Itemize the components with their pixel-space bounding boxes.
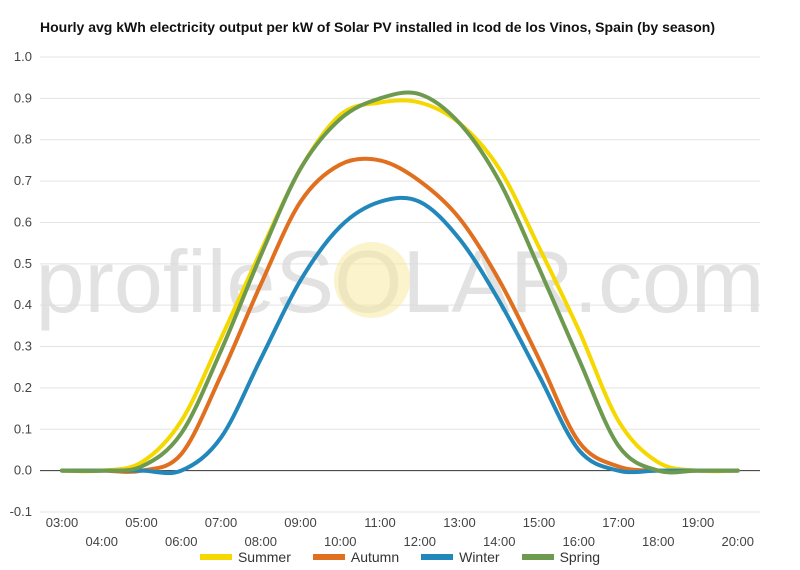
legend-item-autumn[interactable]: Autumn (312, 549, 400, 565)
x-tick-label: 09:00 (284, 515, 317, 530)
y-axis-labels: -0.1 0.0 0.1 0.2 0.3 0.4 0.5 0.6 0.7 0.8 0.9 1.0 (10, 49, 32, 519)
x-tick-label: 07:00 (205, 515, 238, 530)
y-tick-label: 0.4 (14, 297, 32, 312)
legend-label: Autumn (350, 549, 400, 565)
x-tick-label: 13:00 (443, 515, 476, 530)
x-tick-label: 19:00 (682, 515, 715, 530)
y-tick-label: 0.6 (14, 214, 32, 229)
legend-item-winter[interactable]: Winter (421, 549, 500, 565)
x-tick-label: 06:00 (165, 534, 198, 549)
y-tick-label: 0.5 (14, 256, 32, 271)
y-tick-label: 0.8 (14, 132, 32, 147)
chart-title: Hourly avg kWh electricity output per kW… (40, 19, 715, 35)
y-tick-label: 0.3 (14, 339, 32, 354)
legend: Summer Autumn Winter Spring (0, 549, 800, 565)
legend-swatch (312, 554, 345, 560)
legend-item-spring[interactable]: Spring (521, 549, 601, 565)
x-tick-label: 04:00 (85, 534, 118, 549)
series-line-winter (60, 195, 740, 476)
legend-label: Summer (237, 549, 291, 565)
x-tick-label: 11:00 (364, 515, 396, 530)
x-tick-label: 15:00 (523, 515, 556, 530)
x-tick-label: 16:00 (562, 534, 595, 549)
y-tick-label: 0.9 (14, 90, 32, 105)
x-tick-label: 14:00 (483, 534, 516, 549)
y-tick-label: 0.1 (14, 421, 32, 436)
y-tick-label: 0.2 (14, 380, 32, 395)
series-line-summer (60, 98, 740, 474)
legend-item-summer[interactable]: Summer (199, 549, 291, 565)
series-line-spring (60, 90, 740, 475)
legend-swatch (199, 554, 232, 560)
legend-swatch (521, 554, 554, 560)
x-axis-labels: 03:00 04:00 05:00 06:00 07:00 08:00 09:00 10:00… (46, 515, 754, 549)
series-lines (60, 90, 740, 476)
x-tick-label: 17:00 (602, 515, 635, 530)
legend-swatch (421, 554, 454, 560)
watermark-sun-icon (334, 242, 410, 318)
legend-label: Winter (459, 549, 500, 565)
x-tick-label: 08:00 (244, 534, 277, 549)
y-tick-label: 1.0 (14, 49, 32, 64)
y-tick-label: -0.1 (10, 504, 32, 519)
y-tick-label: 0.7 (14, 173, 32, 188)
gridlines (40, 56, 760, 513)
x-tick-label: 20:00 (721, 534, 754, 549)
legend-label: Spring (559, 549, 601, 565)
x-tick-label: 10:00 (324, 534, 357, 549)
x-tick-label: 18:00 (642, 534, 675, 549)
x-tick-label: 12:00 (403, 534, 436, 549)
x-tick-label: 03:00 (46, 515, 79, 530)
series-line-autumn (60, 156, 740, 474)
x-tick-label: 05:00 (125, 515, 158, 530)
y-tick-label: 0.0 (14, 463, 32, 478)
